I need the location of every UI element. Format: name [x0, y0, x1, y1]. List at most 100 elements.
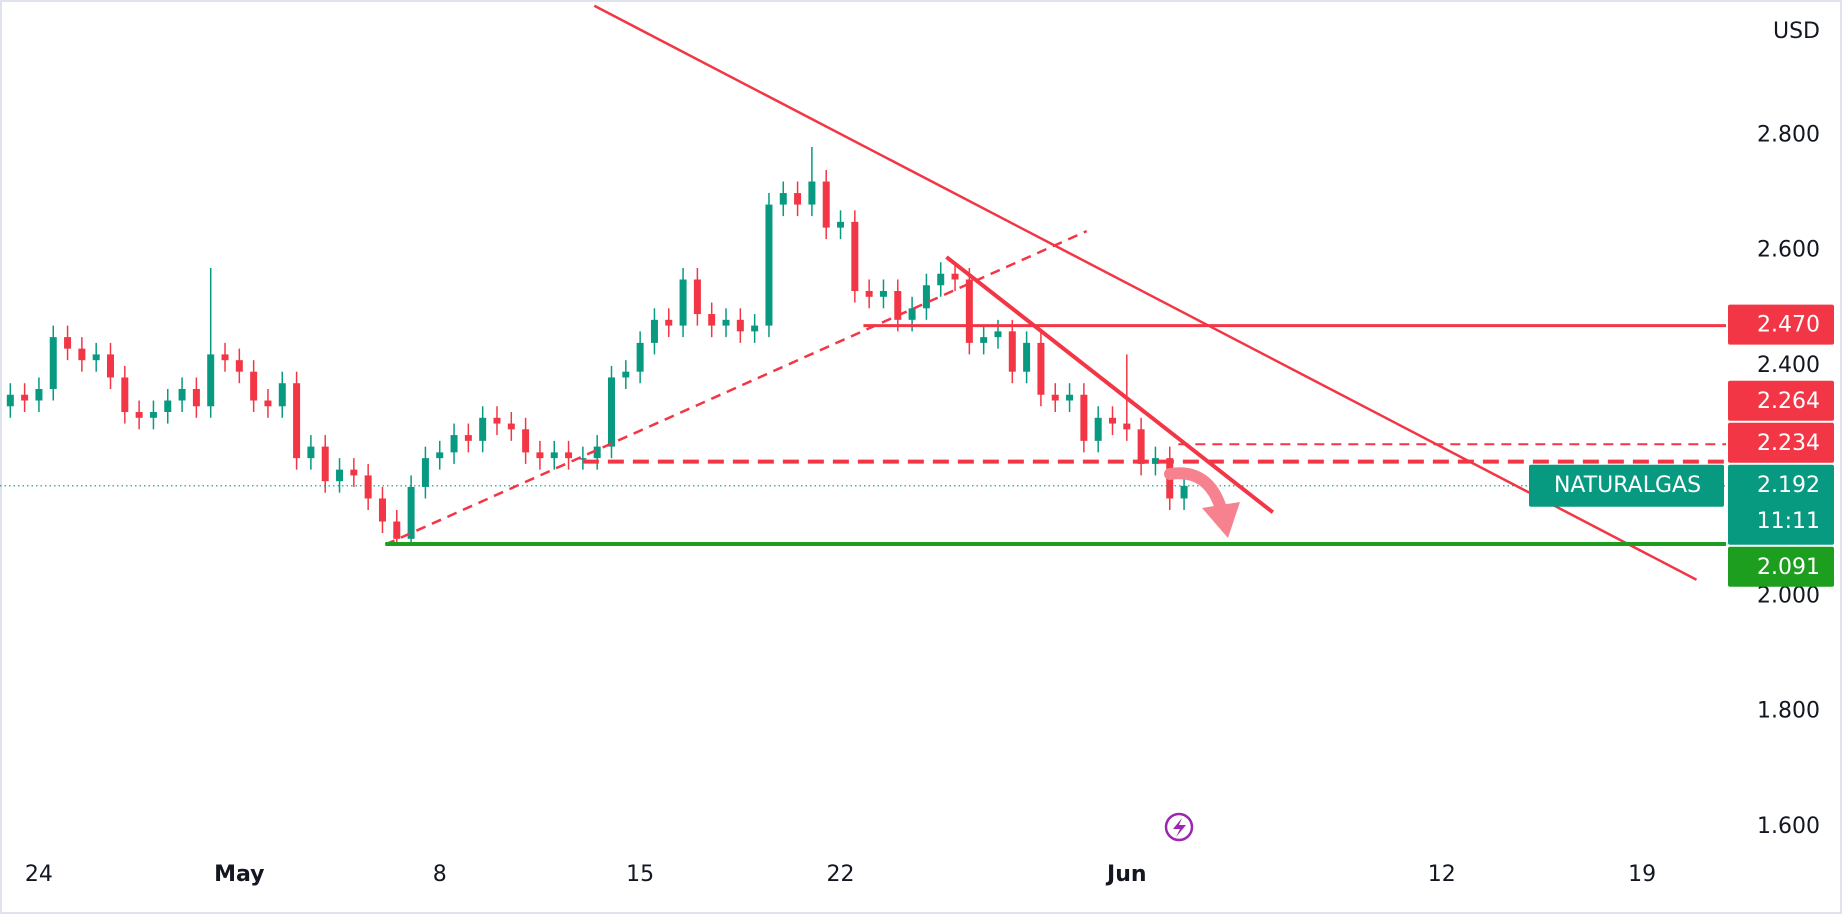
last-price-label: 2.192 — [1757, 473, 1820, 498]
x-tick-label: 8 — [433, 862, 447, 887]
candle-body — [507, 423, 515, 430]
price-label-box — [1728, 304, 1834, 345]
y-tick-label: 2.600 — [1757, 238, 1820, 263]
candle-body — [321, 446, 329, 482]
x-tick-label: 22 — [827, 862, 855, 887]
candle-body — [192, 388, 200, 407]
trend-line — [593, 4, 1698, 581]
x-tick-label: May — [214, 862, 264, 887]
candle-body — [650, 319, 658, 343]
candle-body — [894, 291, 902, 320]
candle-body — [593, 446, 601, 459]
candle-body — [522, 429, 530, 453]
candle-body — [421, 458, 429, 487]
candle-body — [1037, 342, 1045, 395]
candle-body — [1066, 394, 1074, 401]
candle-body — [464, 435, 472, 441]
candle-body — [965, 279, 973, 343]
candle-body — [450, 435, 458, 453]
price-label: 2.091 — [1757, 555, 1820, 580]
trend-line — [384, 229, 1088, 546]
candle-body — [1123, 423, 1131, 430]
candle-body — [951, 273, 959, 280]
candle-body — [364, 475, 372, 499]
candle-body — [49, 337, 57, 389]
candle-body — [980, 337, 988, 343]
axis-unit: USD — [1773, 19, 1820, 44]
candle-body — [1080, 394, 1088, 441]
candle-body — [622, 371, 630, 378]
price-label-box — [1728, 380, 1834, 421]
candle-body — [493, 417, 501, 424]
y-tick-label: 2.000 — [1757, 583, 1820, 608]
candle-body — [35, 388, 43, 401]
candle-body — [779, 193, 787, 205]
candle-body — [436, 452, 444, 459]
candle-body — [1023, 342, 1031, 372]
candle-body — [1051, 394, 1059, 401]
candle-body — [121, 377, 129, 413]
candle-body — [550, 452, 558, 459]
candle-body — [937, 273, 945, 286]
candle-body — [235, 360, 243, 372]
y-tick-label: 2.800 — [1757, 122, 1820, 147]
candle-body — [765, 204, 773, 326]
candle-body — [851, 221, 859, 292]
candle-body — [565, 452, 573, 459]
candle-body — [92, 354, 100, 361]
candle-body — [350, 469, 358, 476]
candle-body — [679, 279, 687, 326]
candle-body — [1180, 485, 1188, 499]
candle-body — [608, 377, 616, 447]
countdown: 11:11 — [1757, 509, 1820, 534]
candle-body — [908, 308, 916, 320]
candle-body — [736, 319, 744, 332]
candle-body — [221, 354, 229, 361]
candle-body — [78, 348, 86, 361]
candle-body — [21, 394, 29, 401]
last-price-box — [1728, 464, 1834, 545]
candle-body — [278, 383, 286, 407]
arrow-head — [1202, 502, 1240, 538]
candle-body — [994, 331, 1002, 338]
candle-body — [393, 521, 401, 539]
candle-body — [1094, 417, 1102, 441]
y-tick-label: 1.600 — [1757, 814, 1820, 839]
candle-body — [708, 314, 716, 326]
x-tick-label: 15 — [626, 862, 654, 887]
candle-body — [207, 354, 215, 407]
candle-body — [164, 400, 172, 413]
price-label: 2.234 — [1757, 431, 1820, 456]
candle-body — [307, 446, 315, 459]
candle-body — [579, 458, 587, 460]
price-label-box — [1728, 546, 1834, 587]
candle-body — [808, 181, 816, 205]
trend-line — [945, 255, 1275, 514]
candle-body — [107, 354, 115, 378]
candle-body — [378, 498, 386, 522]
candle-body — [837, 221, 845, 228]
y-tick-label: 2.400 — [1757, 353, 1820, 378]
candle-body — [879, 291, 887, 297]
price-label: 2.470 — [1757, 313, 1820, 338]
candle-body — [1137, 429, 1145, 464]
candle-body — [1008, 331, 1016, 372]
candle-body — [536, 452, 544, 459]
candle-body — [178, 388, 186, 401]
x-tick-label: 19 — [1628, 862, 1656, 887]
candle-body — [722, 319, 730, 326]
candle-body — [336, 469, 344, 482]
x-tick-label: 12 — [1428, 862, 1456, 887]
candle-body — [1151, 458, 1159, 464]
candle-body — [1108, 417, 1116, 424]
candle-body — [264, 400, 272, 407]
candle-body — [407, 486, 415, 539]
candle-body — [636, 342, 644, 372]
plot-area — [0, 4, 1726, 581]
event-icon[interactable] — [1164, 812, 1194, 842]
price-label-box — [1728, 422, 1834, 463]
candle-body — [64, 337, 72, 349]
candle-body — [665, 319, 673, 326]
